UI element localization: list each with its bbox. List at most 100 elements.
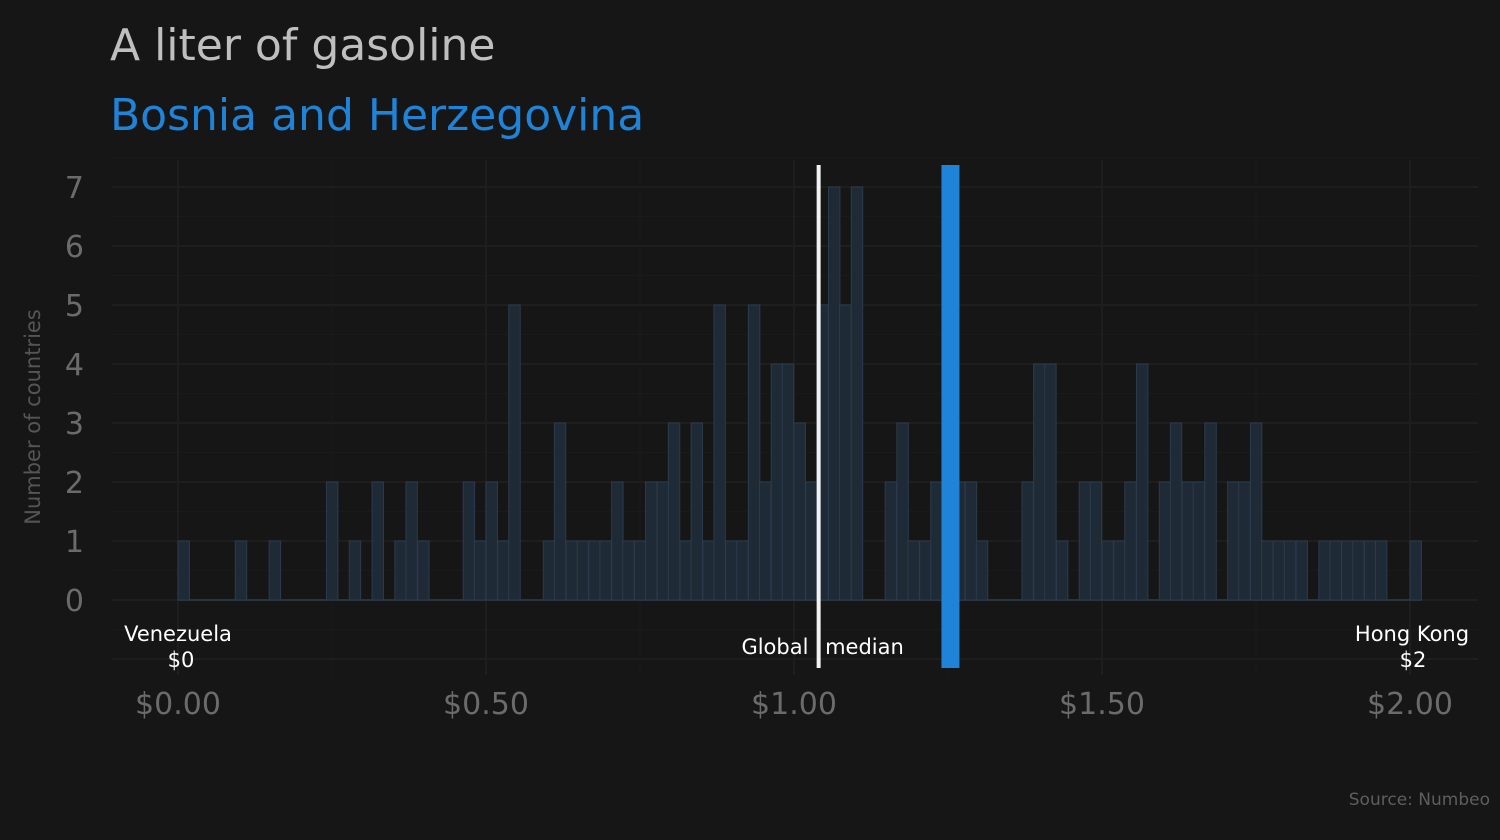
histogram-bar — [1352, 540, 1365, 601]
histogram-bar — [1272, 540, 1286, 601]
y-tick-label: 4 — [65, 348, 84, 383]
histogram-bar — [1158, 481, 1172, 601]
histogram-bar — [611, 481, 624, 601]
global-median-label: Global median — [741, 635, 903, 659]
x-tick-label: $1.50 — [1059, 687, 1145, 722]
highlight-country-band — [941, 165, 960, 668]
y-tick-label: 6 — [65, 230, 84, 265]
chart-title: A liter of gasoline — [110, 20, 495, 71]
histogram-bar — [1375, 540, 1388, 601]
histogram-bar — [622, 540, 635, 601]
annotation-country-name: Hong Kong — [1355, 622, 1469, 646]
histogram-bar — [599, 540, 612, 601]
histogram-bar — [747, 304, 761, 601]
histogram-bar — [1249, 422, 1263, 601]
histogram-bar — [975, 540, 989, 601]
histogram-bar — [770, 363, 784, 601]
histogram-bar — [234, 540, 248, 601]
histogram-bar — [930, 481, 943, 601]
histogram-bar — [485, 481, 498, 601]
histogram-bar — [1318, 540, 1331, 601]
histogram-bar — [919, 540, 932, 601]
histogram-bar — [1363, 540, 1377, 601]
y-tick-label: 3 — [65, 407, 84, 442]
histogram-bar — [713, 304, 726, 601]
histogram-bar — [1227, 481, 1240, 601]
histogram-bar — [679, 540, 692, 601]
histogram-bar — [725, 540, 738, 601]
histogram-bar — [884, 481, 898, 601]
histogram-bar — [588, 540, 601, 601]
histogram-bar — [371, 481, 384, 601]
histogram-bar — [1124, 481, 1137, 601]
histogram-bar — [1295, 540, 1308, 601]
histogram-bar — [656, 481, 670, 601]
histogram-bar — [805, 481, 818, 601]
histogram-bar — [417, 540, 430, 601]
histogram-bar — [736, 540, 749, 601]
histogram-bar — [1055, 540, 1069, 601]
histogram-bar — [1204, 422, 1217, 601]
x-tick-label: $0.00 — [135, 687, 221, 722]
histogram-bars — [177, 186, 1422, 601]
x-tick-label: $1.00 — [751, 687, 837, 722]
histogram-bar — [964, 481, 978, 601]
annotation-value-label: $2 — [1400, 648, 1427, 672]
histogram-bar — [1101, 540, 1114, 601]
reference-marks — [816, 165, 960, 668]
histogram-bar — [542, 540, 556, 601]
y-axis-label: Number of countries — [21, 309, 45, 525]
y-tick-label: 1 — [65, 525, 84, 560]
histogram-bar — [839, 304, 852, 601]
histogram-bar — [781, 363, 795, 601]
histogram-bar — [896, 422, 909, 601]
histogram-bar — [497, 540, 510, 601]
histogram-bar — [1192, 481, 1206, 601]
histogram-bar — [553, 422, 567, 601]
histogram-bar — [1169, 422, 1183, 601]
histogram-bar — [1238, 481, 1251, 601]
histogram-bar — [690, 422, 704, 601]
histogram-bar — [1089, 481, 1103, 601]
chart-subtitle: Bosnia and Herzegovina — [110, 90, 644, 141]
annotation-value-label: $0 — [168, 648, 195, 672]
histogram-bar — [1409, 540, 1422, 601]
y-axis-ticks: 0 1 2 3 4 5 6 7 — [65, 171, 84, 619]
histogram-bar — [508, 304, 521, 601]
y-tick-label: 0 — [65, 584, 84, 619]
histogram-bar — [633, 540, 647, 601]
histogram-bar — [565, 540, 578, 601]
histogram-bar — [1283, 540, 1297, 601]
histogram-bar — [1181, 481, 1194, 601]
histogram-bar — [394, 540, 407, 601]
histogram-bar — [827, 186, 841, 601]
histogram-bar — [759, 481, 772, 601]
histogram-bar — [667, 422, 681, 601]
histogram-bar — [268, 540, 282, 601]
histogram-bar — [462, 481, 476, 601]
histogram-bar — [850, 186, 864, 601]
histogram-bar — [1021, 481, 1034, 601]
histogram-bar — [1341, 540, 1354, 601]
histogram-bar — [576, 540, 590, 601]
y-tick-label: 2 — [65, 466, 84, 501]
histogram-bar — [645, 481, 658, 601]
histogram-bar — [1113, 540, 1126, 601]
histogram-bar — [1261, 540, 1274, 601]
histogram-bar — [1033, 363, 1046, 601]
histogram-bar — [1078, 481, 1092, 601]
histogram-bar — [405, 481, 418, 601]
histogram-bar — [793, 422, 806, 601]
histogram-bar — [473, 540, 487, 601]
y-tick-label: 5 — [65, 289, 84, 324]
x-tick-label: $2.00 — [1367, 687, 1453, 722]
x-axis-ticks: $0.00 $0.50 $1.00 $1.50 $2.00 — [135, 687, 1453, 722]
histogram-bar — [907, 540, 920, 601]
histogram-bar — [1135, 363, 1149, 601]
histogram-bar — [325, 481, 339, 601]
annotation-country-name: Venezuela — [124, 622, 232, 646]
histogram-bar — [348, 540, 362, 601]
y-tick-label: 7 — [65, 171, 84, 206]
histogram-bar — [1329, 540, 1342, 601]
